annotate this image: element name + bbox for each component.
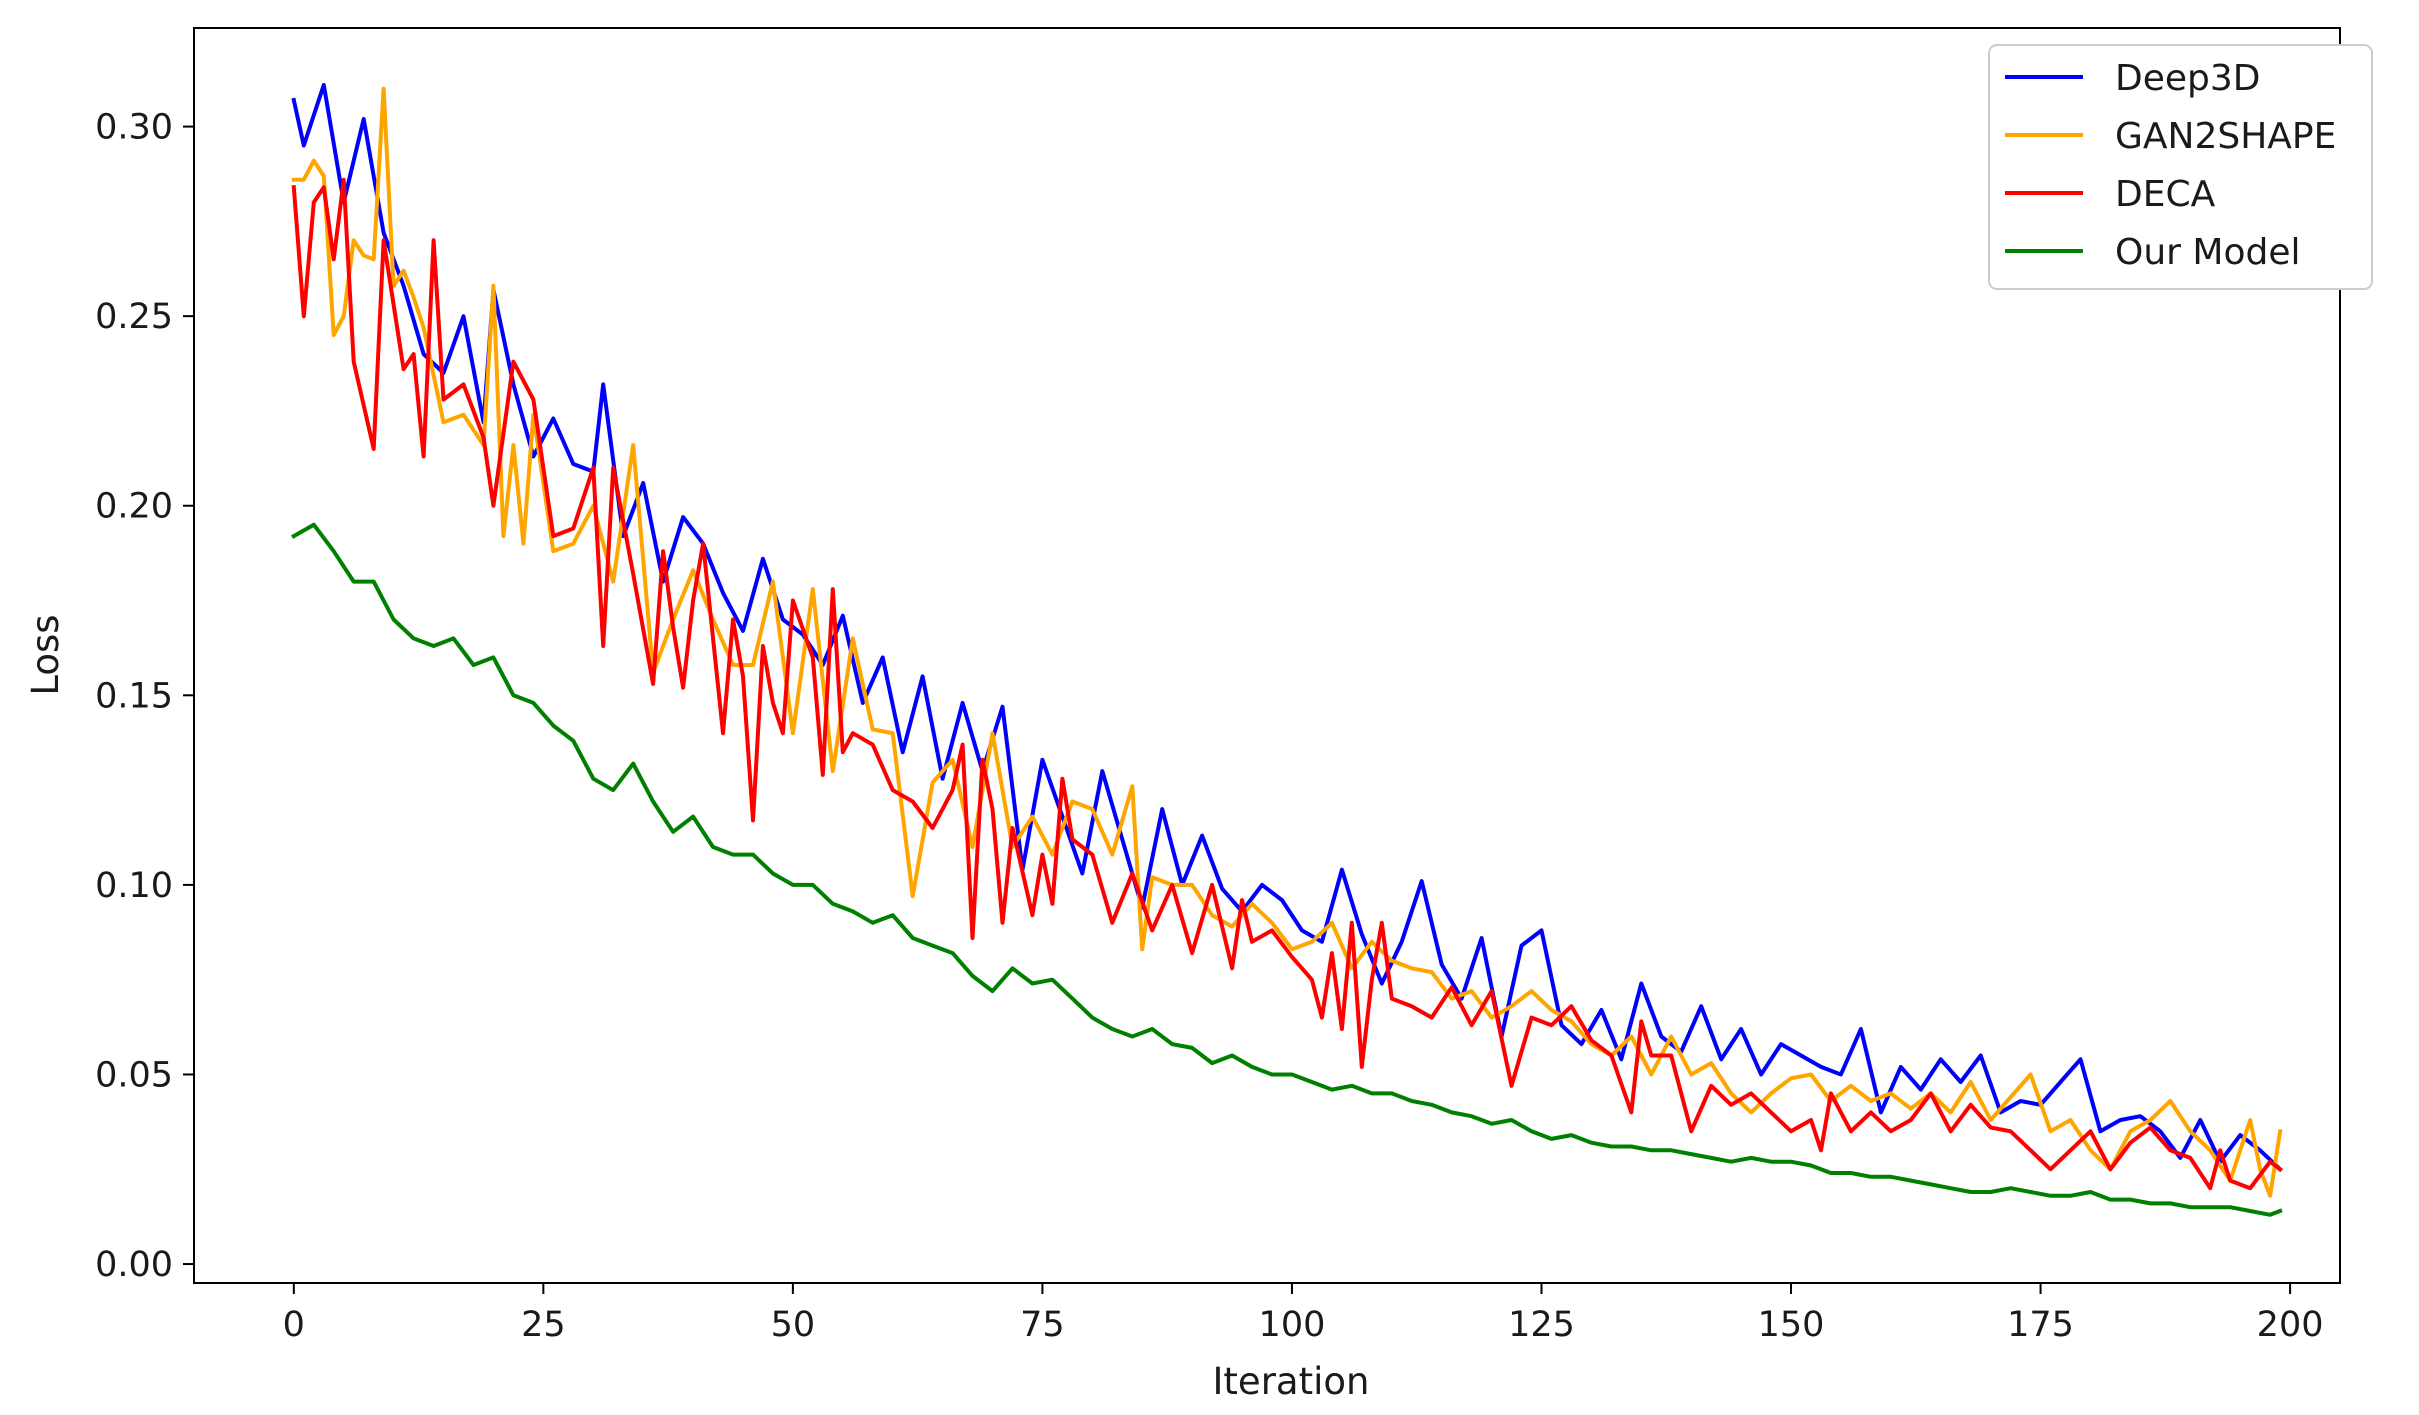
legend-label: Our Model <box>2115 232 2300 273</box>
y-tick-label: 0.20 <box>95 487 173 527</box>
series-line-0 <box>291 82 2283 1173</box>
x-tick-label: 150 <box>1758 1305 1825 1345</box>
y-tick-label: 0.10 <box>95 866 173 906</box>
series-line-2 <box>291 177 2283 1191</box>
series-line-1 <box>291 86 2283 1198</box>
y-tick-label: 0.15 <box>95 676 173 716</box>
legend-label: DECA <box>2115 174 2216 215</box>
legend-box <box>1988 44 2373 290</box>
y-tick-label: 0.05 <box>95 1055 173 1095</box>
x-tick-label: 50 <box>771 1305 816 1345</box>
x-axis-label: Iteration <box>1213 1360 1370 1403</box>
series-line-3 <box>291 522 2283 1217</box>
x-tick-label: 75 <box>1020 1305 1065 1345</box>
legend: Deep3D GAN2SHAPE DECA Our Model <box>1988 44 2373 290</box>
plot-frame <box>193 27 2341 1284</box>
x-tick-label: 0 <box>283 1305 305 1345</box>
x-tick-label: 100 <box>1259 1305 1326 1345</box>
x-axis: 0 25 50 75 100 125 150 175 200 <box>283 1283 2324 1345</box>
x-tick-label: 200 <box>2257 1305 2324 1345</box>
x-tick-label: 175 <box>2007 1305 2074 1345</box>
legend-label: GAN2SHAPE <box>2115 116 2336 157</box>
y-tick-label: 0.25 <box>95 297 173 337</box>
series-layer <box>291 82 2283 1217</box>
legend-label: Deep3D <box>2115 58 2261 99</box>
y-tick-label: 0.00 <box>95 1245 173 1285</box>
x-tick-label: 125 <box>1508 1305 1575 1345</box>
x-tick-label: 25 <box>521 1305 566 1345</box>
y-tick-label: 0.30 <box>95 108 173 148</box>
y-axis-label: Loss <box>24 614 67 695</box>
y-axis: 0.00 0.05 0.10 0.15 0.20 0.25 0.30 <box>95 108 194 1285</box>
